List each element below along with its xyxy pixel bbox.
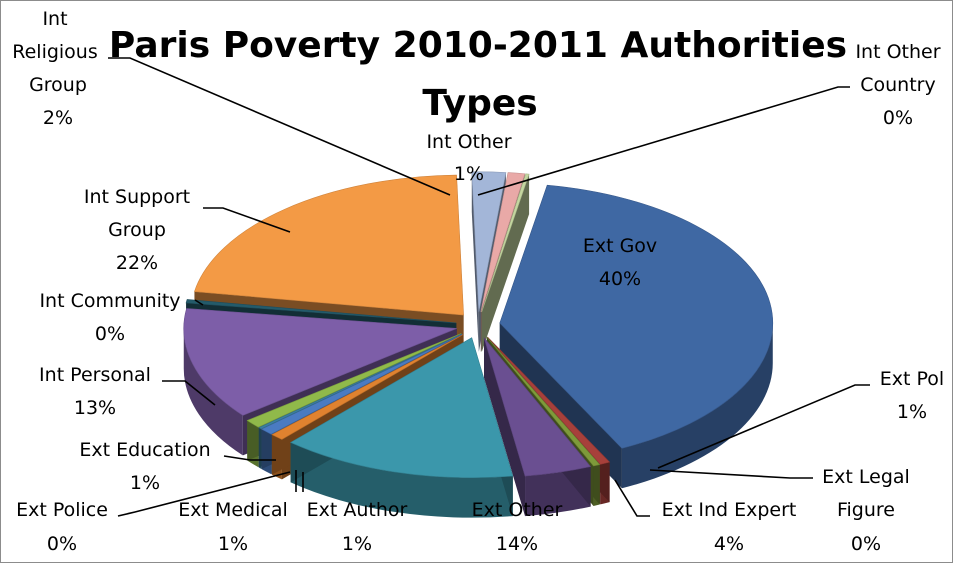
leader-ext-education [223, 455, 276, 461]
slice-ext-other [290, 337, 514, 478]
label-percent: 2% [43, 107, 73, 129]
data-label-int-community: Int Community 0% [39, 290, 180, 345]
leader-ext-ind [614, 479, 650, 517]
label-percent: 0% [47, 533, 77, 555]
label-name: Int [42, 8, 67, 30]
slice-ext-author [271, 334, 464, 440]
label-name: Ext Legal [822, 466, 910, 488]
label-name: Ext Police [16, 499, 108, 521]
slice-ext-ind-expert [483, 337, 592, 477]
data-label-ext-other: Ext Other 14% [472, 499, 563, 555]
slice-edge-ext-ind-expert-1 [483, 337, 526, 517]
leader-int-other-country [477, 86, 850, 196]
label-percent: 1% [454, 163, 484, 185]
slice-ext-pol [487, 336, 611, 465]
label-name: Int Support [84, 186, 190, 208]
label-percent: 1% [897, 401, 927, 423]
data-label-ext-gov: Ext Gov 40% [583, 235, 657, 290]
label-name: Ext Author [307, 499, 408, 521]
label-percent: 1% [218, 533, 248, 555]
label-name: Ext Education [79, 439, 210, 461]
data-label-int-personal: Int Personal 13% [39, 364, 151, 419]
label-name: Country [860, 74, 935, 96]
label-percent: 0% [883, 107, 913, 129]
slice-int-personal [183, 308, 457, 416]
data-label-int-other-country: Int Other Country 0% [855, 41, 940, 129]
data-label-ext-pol: Ext Pol 1% [880, 368, 944, 423]
leader-ext-pol [657, 384, 870, 469]
label-percent: 14% [496, 533, 538, 555]
data-label-int-religious: Int Religious Group 2% [12, 8, 98, 129]
data-label-int-other: Int Other 1% [426, 131, 511, 185]
label-name: Ext Medical [178, 499, 288, 521]
label-percent: 1% [342, 533, 372, 555]
data-label-ext-legal: Ext Legal Figure 0% [822, 466, 910, 555]
leader-int-support [203, 207, 291, 233]
chart-title-line2: Types [422, 83, 537, 124]
label-name: Figure [837, 499, 895, 521]
slice-ext-police [258, 333, 462, 430]
data-label-int-support: Int Support Group 22% [84, 186, 190, 274]
label-name: Int Community [39, 290, 180, 312]
leader-ext-police [117, 471, 291, 517]
data-label-ext-police: Ext Police 0% [16, 499, 108, 555]
label-name: Religious [12, 41, 98, 63]
label-name: Ext Pol [880, 368, 944, 390]
pie-slices [183, 171, 774, 518]
label-name: Ext Ind Expert [662, 499, 797, 521]
slice-ext-medical [260, 333, 463, 435]
label-name: Int Other [855, 41, 940, 63]
label-percent: 40% [599, 268, 641, 290]
data-label-ext-ind: Ext Ind Expert 4% [662, 499, 797, 555]
slice-int-other-country [481, 173, 530, 313]
label-name: Int Personal [39, 364, 151, 386]
slice-edge-int-religious-group-0 [471, 171, 479, 352]
slice-ext-education [246, 333, 462, 428]
label-name: Group [108, 219, 166, 241]
label-name: Ext Other [472, 499, 563, 521]
slice-int-other [480, 172, 526, 313]
label-percent: 22% [116, 252, 158, 274]
slice-int-support-group [194, 174, 464, 316]
label-percent: 1% [130, 472, 160, 494]
slice-int-religious-group [471, 171, 507, 312]
leader-int-community [194, 299, 204, 306]
label-percent: 13% [74, 397, 116, 419]
slice-side-ext-gov [621, 323, 773, 489]
slice-ext-gov [499, 184, 774, 449]
slice-ext-legal-figure [486, 336, 601, 467]
label-name: Int Other [426, 131, 511, 153]
label-name: Group [29, 74, 87, 96]
slice-int-community [185, 299, 457, 324]
slice-side-ext-other [290, 442, 513, 518]
data-label-ext-education: Ext Education 1% [79, 439, 210, 494]
slice-edge-int-other-country-1 [481, 174, 530, 352]
label-percent: 0% [851, 533, 881, 555]
label-name: Ext Gov [583, 235, 657, 257]
leader-ext-legal [649, 469, 813, 479]
leader-int-personal [162, 380, 216, 406]
chart-title-line1: Paris Poverty 2010-2011 Authorities [109, 25, 847, 66]
data-label-ext-medical: Ext Medical 1% [178, 499, 288, 555]
data-label-ext-author: Ext Author 1% [307, 499, 408, 555]
leader-int-religious [108, 57, 451, 196]
label-percent: 0% [95, 323, 125, 345]
label-percent: 4% [714, 533, 744, 555]
leader-lines [108, 57, 870, 517]
